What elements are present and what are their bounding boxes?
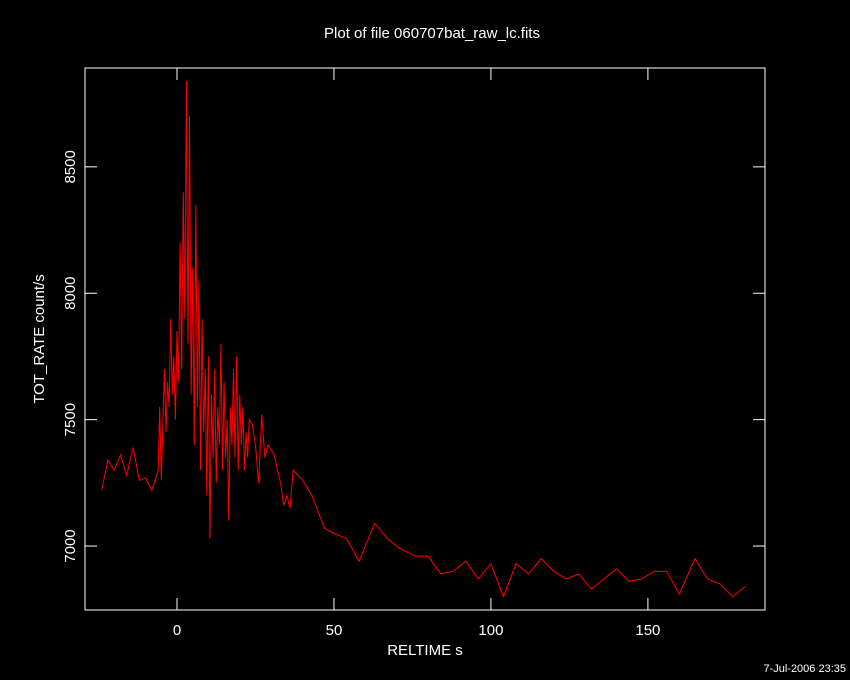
y-axis-label: TOT_RATE count/s	[31, 274, 48, 404]
data-line	[101, 80, 746, 599]
x-tick-label: 100	[478, 622, 503, 639]
x-axis-label: RELTIME s	[387, 642, 463, 659]
x-tick-label: 50	[326, 622, 343, 639]
y-tick-label: 8500	[62, 150, 79, 183]
y-tick-label: 7000	[62, 529, 79, 562]
x-tick-label: 0	[173, 622, 181, 639]
chart-title: Plot of file 060707bat_raw_lc.fits	[324, 25, 540, 42]
x-tick-label: 150	[635, 622, 660, 639]
footer-timestamp: 7-Jul-2006 23:35	[763, 663, 846, 675]
y-tick-label: 8000	[62, 277, 79, 310]
plot-frame	[84, 67, 766, 611]
y-tick-label: 7500	[62, 403, 79, 436]
